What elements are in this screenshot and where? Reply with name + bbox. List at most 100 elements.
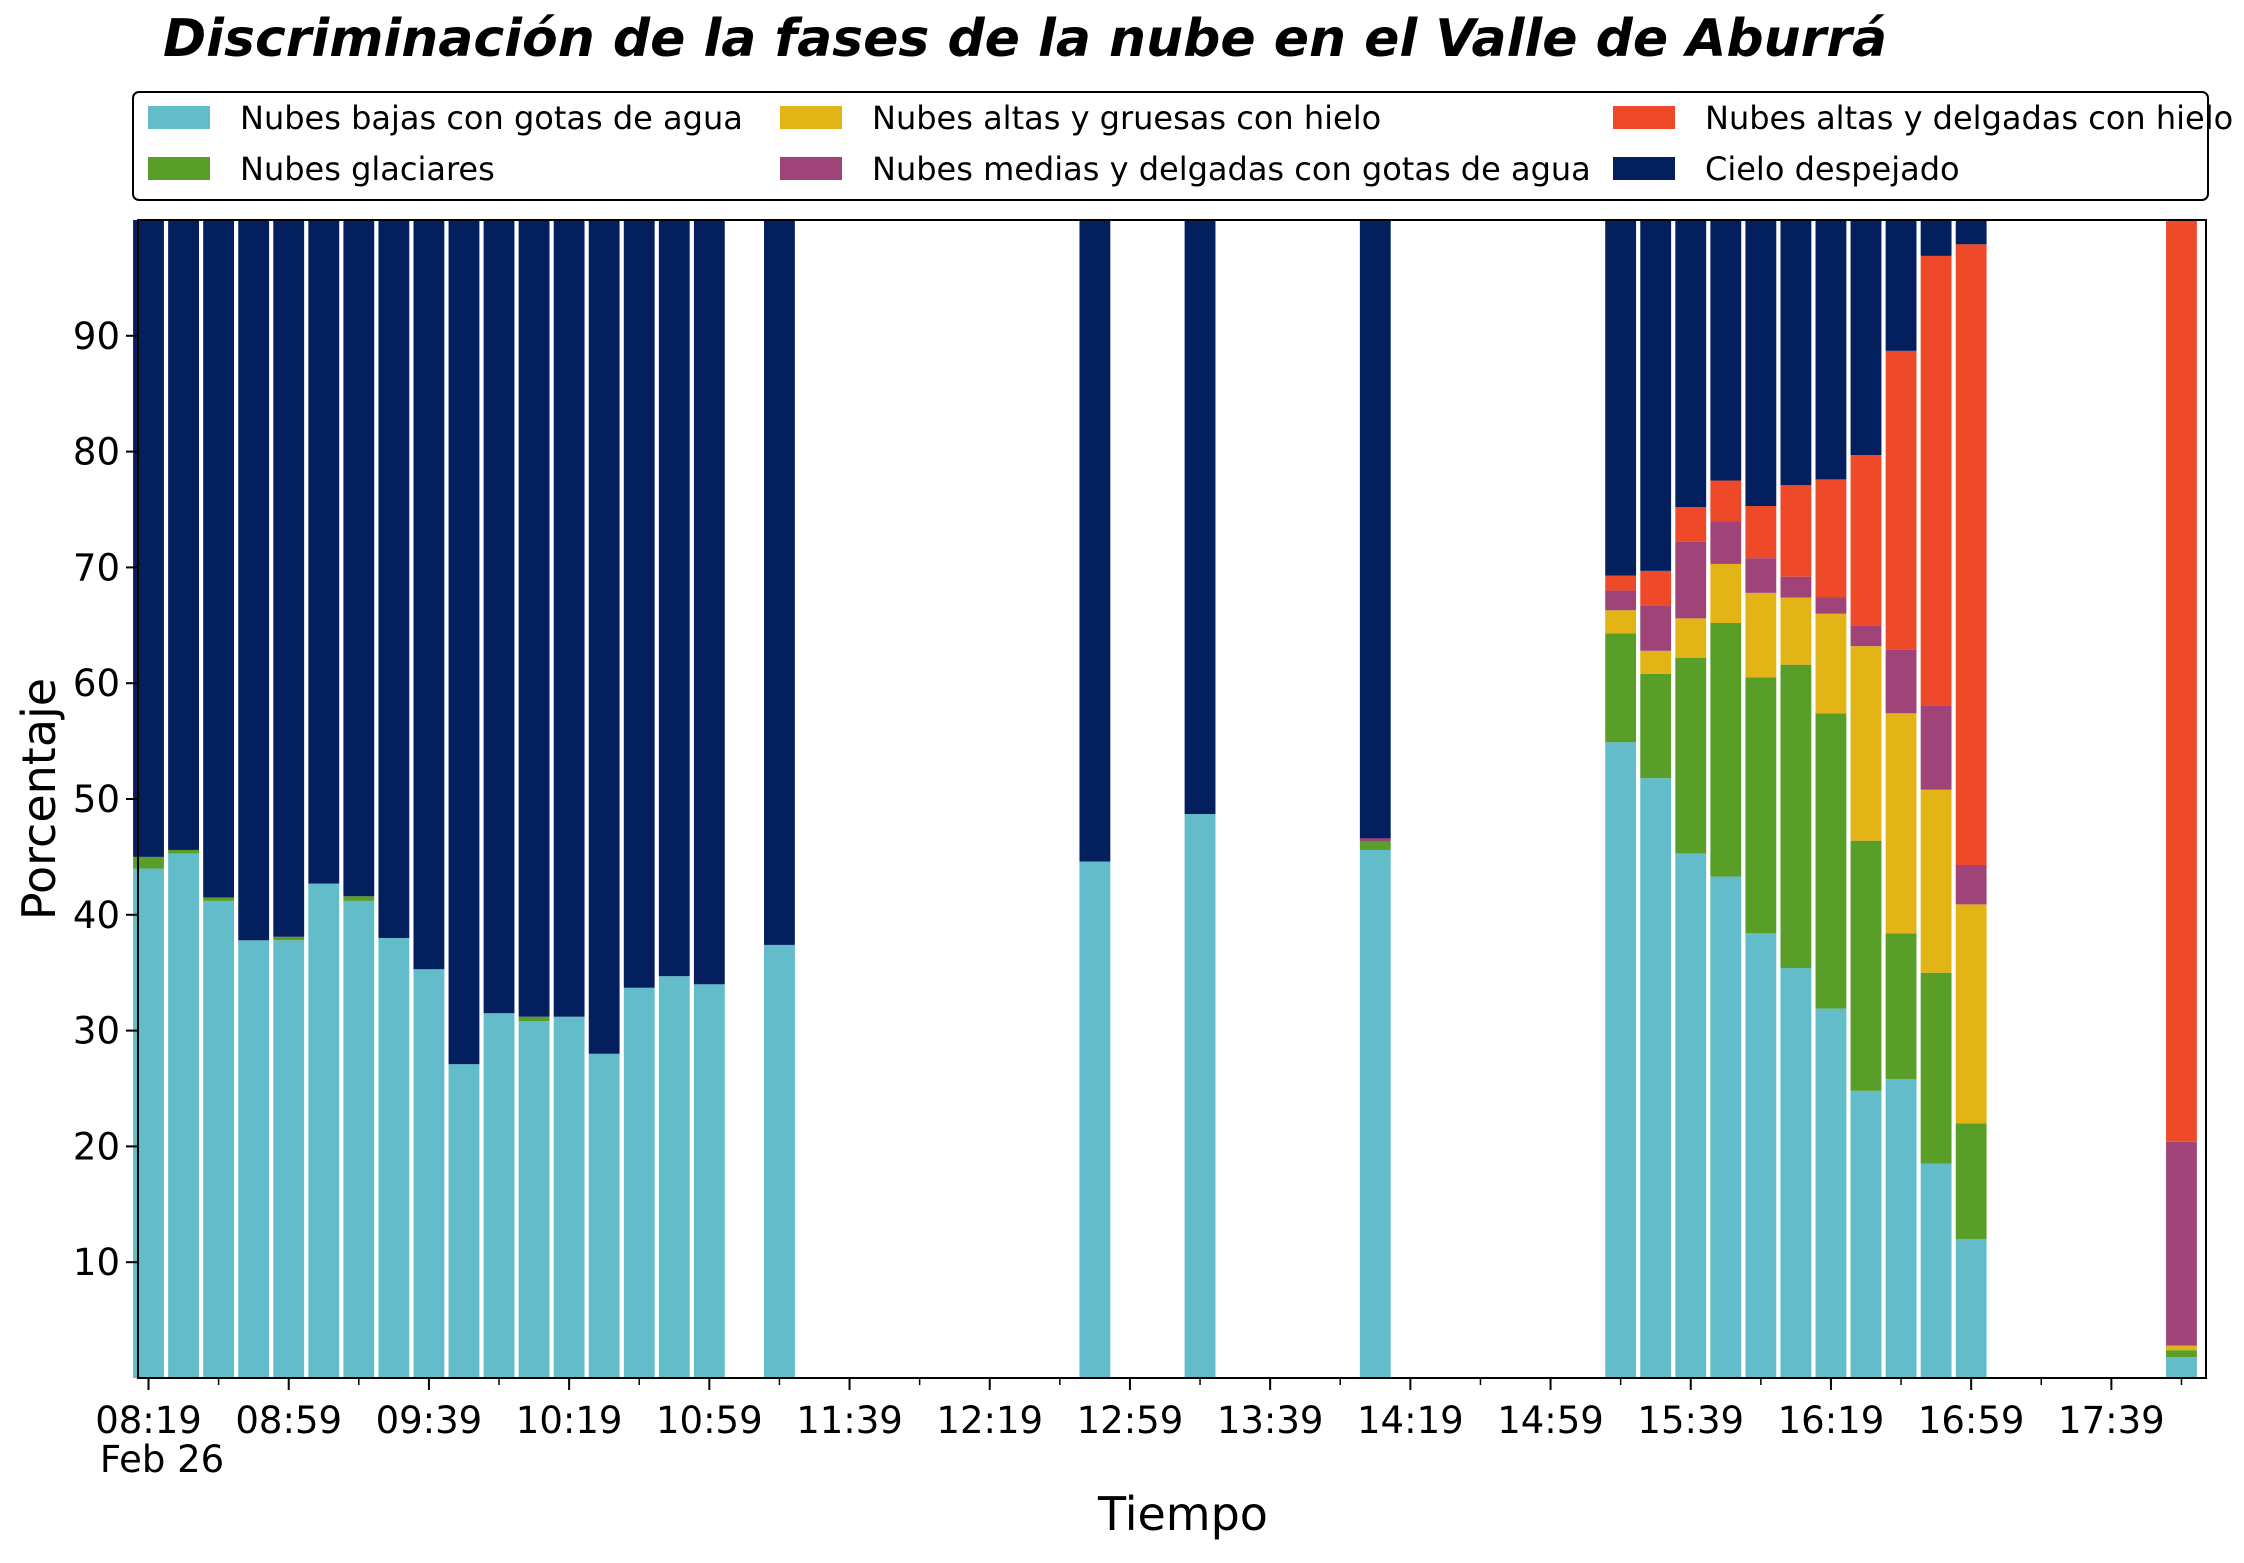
bar-segment-3-26 (1780, 576, 1812, 598)
bar-segment-4-22 (1640, 570, 1672, 606)
bar-segment-5-17 (764, 220, 795, 945)
y-tick-label: 70 (73, 546, 120, 589)
bar-segment-3-23 (1675, 541, 1707, 619)
x-tick-label: 10:59 (656, 1399, 763, 1442)
x-tick-label: 16:19 (1778, 1399, 1885, 1442)
bar-segment-3-25 (1745, 558, 1777, 593)
bar-segment-1-29 (1885, 933, 1917, 1080)
bar-segment-0-22 (1640, 778, 1672, 1378)
bar-segment-2-27 (1815, 613, 1847, 714)
x-date-label: Feb 26 (100, 1438, 224, 1481)
bar-segment-0-11 (518, 1021, 550, 1378)
bar-segment-1-20 (1359, 841, 1391, 850)
bar-segment-2-24 (1710, 563, 1742, 623)
bar-segment-0-6 (343, 900, 375, 1378)
bar-segment-5-26 (1780, 220, 1812, 486)
bar-segment-0-4 (273, 940, 305, 1378)
bar-segment-1-1 (168, 849, 199, 854)
bar-segment-0-3 (238, 940, 270, 1378)
bar-segment-0-8 (413, 969, 445, 1378)
legend-label: Nubes medias y delgadas con gotas de agu… (872, 150, 1591, 188)
bar-segment-0-5 (308, 883, 340, 1378)
bar-segment-4-30 (1920, 255, 1952, 706)
bar-segment-4-23 (1675, 507, 1707, 542)
bar-segment-1-25 (1745, 677, 1777, 934)
legend-swatch (1613, 157, 1675, 180)
y-axis-title: Porcentaje (12, 678, 66, 920)
y-tick-label: 20 (73, 1125, 120, 1168)
bar-segment-0-15 (658, 976, 690, 1378)
bar-segment-0-13 (588, 1053, 620, 1378)
bar-segment-1-21 (1605, 633, 1637, 743)
bar-segment-0-30 (1920, 1163, 1952, 1378)
legend-label: Nubes altas y delgadas con hielo (1705, 99, 2233, 137)
bar-segment-5-9 (448, 220, 480, 1065)
bar-segment-5-7 (378, 220, 410, 938)
bar-segment-4-31 (1955, 244, 1987, 866)
bar-segment-2-22 (1640, 650, 1672, 674)
bar-segment-0-25 (1745, 933, 1777, 1378)
bar-segment-1-30 (1920, 972, 1952, 1164)
bar-segment-5-20 (1359, 220, 1391, 839)
bar-segment-3-27 (1815, 597, 1847, 614)
legend-swatch (148, 106, 210, 129)
bar-segment-5-12 (553, 220, 585, 1017)
bar-segment-4-28 (1850, 455, 1882, 626)
bar-segment-4-29 (1885, 350, 1917, 650)
bar-segment-2-25 (1745, 592, 1777, 678)
bar-segment-1-11 (518, 1016, 550, 1022)
bar-segment-0-7 (378, 937, 410, 1378)
bar-segment-2-23 (1675, 618, 1707, 658)
legend-swatch (148, 157, 210, 180)
bar-segment-1-0 (133, 856, 164, 869)
bar-segment-5-31 (1955, 220, 1987, 245)
bar-segment-2-26 (1780, 597, 1812, 665)
bar-segment-2-28 (1850, 646, 1882, 841)
bar-segment-5-27 (1815, 220, 1847, 480)
legend-frame (132, 91, 2209, 201)
bar-segment-4-25 (1745, 506, 1777, 559)
x-tick-label: 12:59 (1077, 1399, 1184, 1442)
bar-segment-2-30 (1920, 789, 1952, 973)
bar-segment-0-23 (1675, 853, 1707, 1378)
legend-swatch (1613, 106, 1675, 129)
legend-label: Nubes bajas con gotas de agua (240, 99, 743, 137)
bar-segment-0-17 (764, 944, 795, 1378)
x-tick-label: 16:59 (1918, 1399, 2025, 1442)
x-tick-label: 11:39 (796, 1399, 903, 1442)
bar-segment-5-19 (1184, 220, 1216, 815)
y-tick-label: 10 (73, 1241, 120, 1284)
bar-segment-1-4 (273, 936, 305, 941)
x-tick-label: 15:39 (1637, 1399, 1744, 1442)
bar-segment-0-18 (1079, 861, 1111, 1378)
x-tick-label: 10:19 (516, 1399, 623, 1442)
x-tick-label: 12:19 (936, 1399, 1043, 1442)
legend: Nubes bajas con gotas de agua Nubes glaci… (132, 91, 2233, 201)
bar-segment-1-32 (2166, 1350, 2197, 1358)
bar-segment-4-24 (1710, 480, 1742, 522)
bar-segment-5-30 (1920, 220, 1952, 256)
bar-segment-5-29 (1885, 220, 1917, 351)
legend-label: Nubes glaciares (240, 150, 495, 188)
bar-segment-0-19 (1184, 814, 1216, 1378)
bar-segment-0-12 (553, 1016, 585, 1378)
y-tick-label: 90 (73, 315, 120, 358)
bar-segment-3-30 (1920, 705, 1952, 790)
bar-segment-5-23 (1675, 220, 1707, 508)
bar-segment-5-1 (168, 220, 199, 850)
chart-title: Discriminación de la fases de la nube en… (163, 9, 1887, 69)
bar-segment-1-2 (203, 897, 235, 901)
bar-segment-1-24 (1710, 622, 1742, 877)
bar-segment-0-24 (1710, 876, 1742, 1378)
legend-swatch (780, 157, 842, 180)
bar-segment-5-16 (693, 220, 725, 985)
bar-segment-0-29 (1885, 1079, 1917, 1378)
x-tick-label: 08:19 (95, 1399, 202, 1442)
bar-segment-3-32 (2166, 1141, 2197, 1346)
bar-segment-3-29 (1885, 649, 1917, 714)
bar-segment-4-21 (1605, 575, 1637, 591)
bar-segment-5-10 (483, 220, 515, 1014)
bar-segment-0-21 (1605, 742, 1637, 1378)
